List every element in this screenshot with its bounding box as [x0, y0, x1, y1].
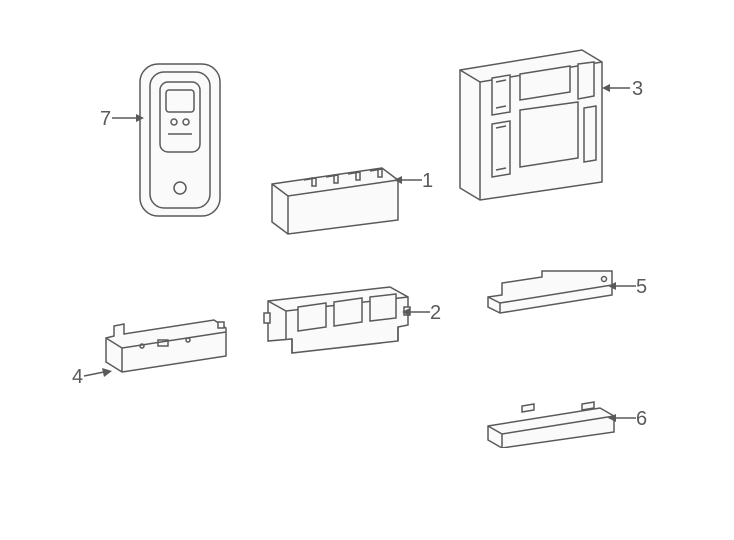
- part-trim-bracket-a: [482, 269, 620, 317]
- part-trim-bracket-b: [482, 400, 620, 448]
- part-connector-box: [264, 162, 404, 236]
- callout-arrow-5: [606, 278, 642, 294]
- part-socket-panel: [262, 283, 412, 357]
- part-bracket-bar: [100, 316, 230, 374]
- part-key-fob: [136, 60, 224, 220]
- callout-arrow-4: [82, 366, 118, 382]
- callout-arrow-6: [606, 410, 642, 426]
- callout-arrow-7: [110, 108, 150, 128]
- parts-diagram: 7 1 3 2 5 6 4: [0, 0, 734, 540]
- part-control-module: [452, 42, 612, 202]
- callout-arrow-3: [600, 80, 636, 96]
- callout-arrow-2: [400, 304, 436, 320]
- callout-arrow-1: [392, 172, 428, 188]
